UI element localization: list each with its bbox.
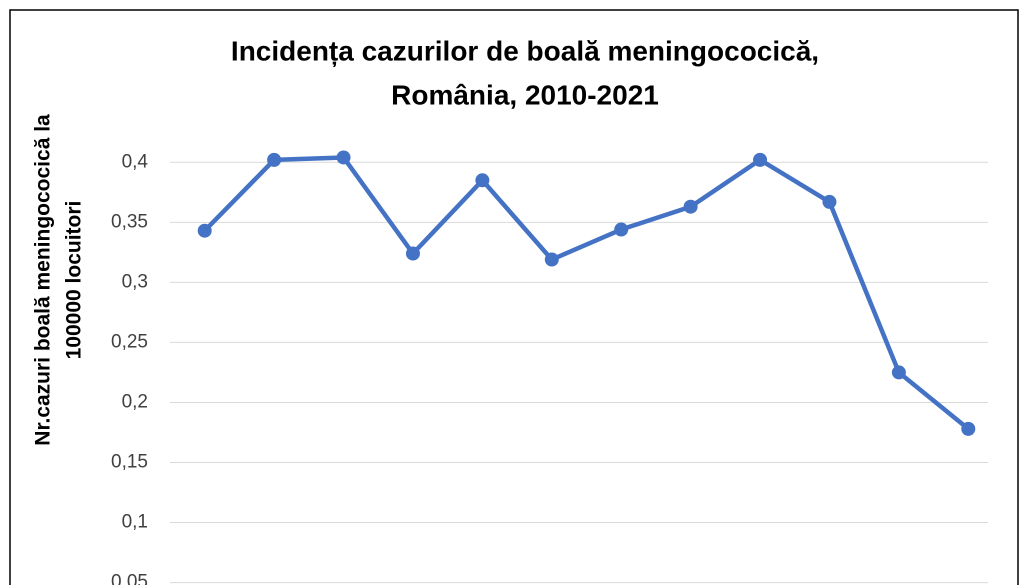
y-tick-label: 0,2 [122,391,148,412]
point [336,150,351,165]
chart-frame [9,9,1019,585]
y-tick-label: 0,25 [111,331,148,352]
y-axis-label: 100000 locuitori [63,201,86,360]
y-tick-label: 0,3 [122,271,148,292]
y-tick-label: 0,4 [122,151,149,172]
point [683,199,698,214]
line [203,155,970,431]
point [544,252,559,267]
chart-title: Incidența cazurilor de boală meningococi… [231,35,819,66]
chart-title: România, 2010-2021 [391,79,659,110]
y-tick-label: 0,05 [111,572,148,585]
point [753,152,768,167]
y-axis-label: Nr.cazuri boală meningococică la [32,114,55,446]
point [267,152,282,167]
point [822,194,837,209]
point [891,365,906,380]
point [475,173,490,188]
y-tick-label: 0,1 [122,512,148,533]
y-tick-label: 0,35 [111,211,148,232]
point [405,246,420,261]
point [614,222,629,237]
point [197,223,212,238]
y-tick-label: 0,15 [111,452,148,473]
point [961,421,976,436]
